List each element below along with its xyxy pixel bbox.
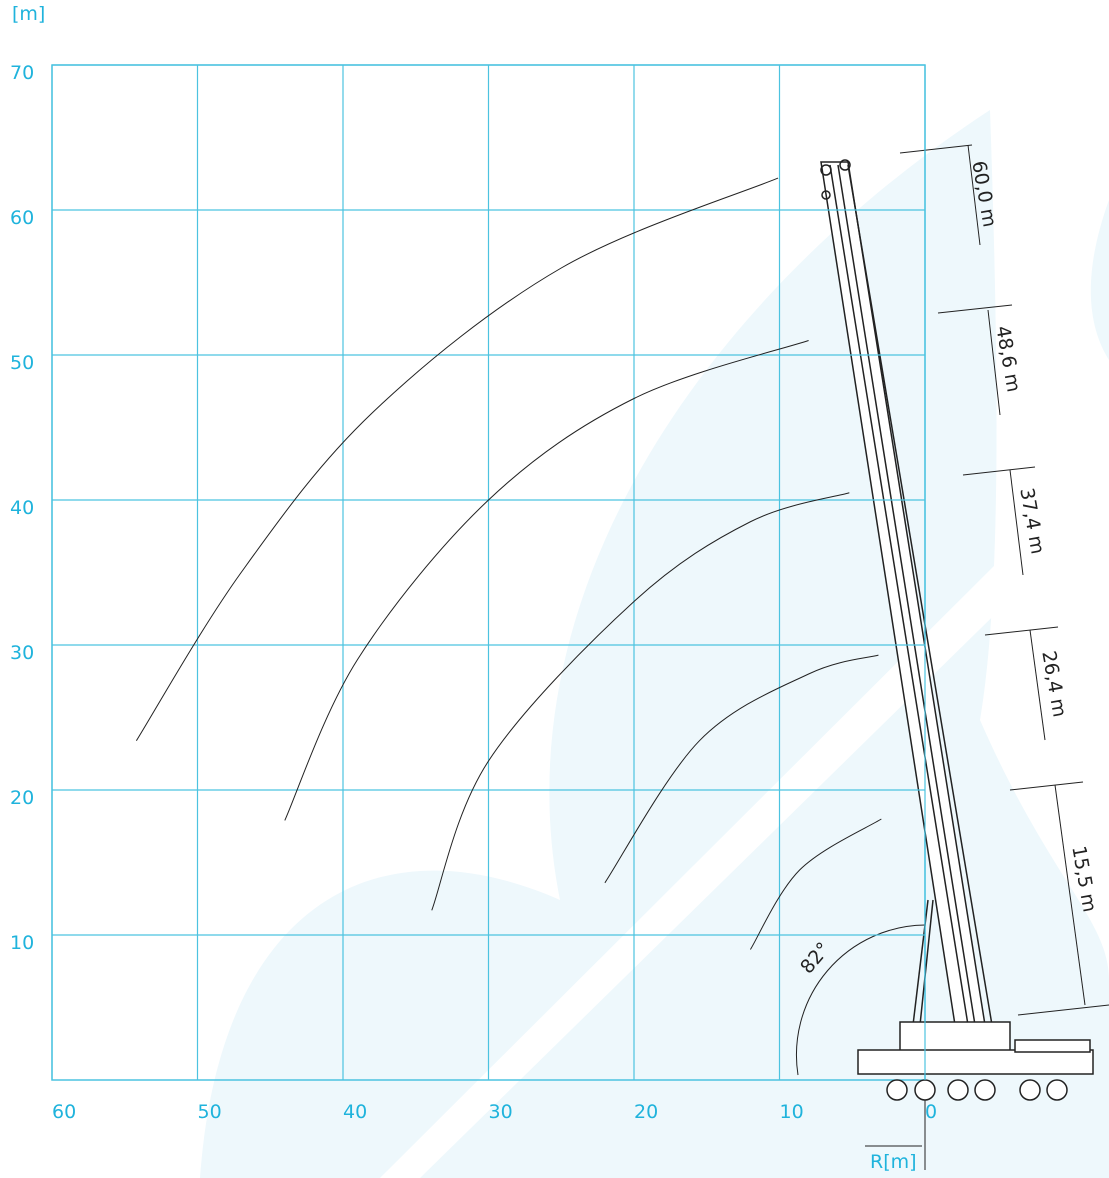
x-tick-label: 30 [489, 1101, 513, 1123]
x-tick-label: 50 [198, 1101, 222, 1123]
x-tick-label: 40 [343, 1101, 367, 1123]
y-tick-label: 60 [10, 207, 34, 229]
y-tick-label: 10 [10, 932, 34, 954]
range-curve [604, 654, 879, 884]
range-curve [284, 340, 809, 821]
annotation: 37,4 m [1015, 486, 1048, 556]
x-tick-label: 10 [780, 1101, 804, 1123]
y-tick-label: 30 [10, 642, 34, 664]
y-tick-label: 70 [10, 62, 34, 84]
y-axis-label: [m] [12, 3, 45, 25]
y-tick-label: 20 [10, 787, 34, 809]
x-tick-label: 60 [52, 1101, 76, 1123]
x-tick-label: 20 [634, 1101, 658, 1123]
range-curve [431, 492, 850, 911]
crane [820, 159, 1094, 1101]
x-axis-label: R[m] [870, 1151, 917, 1173]
range-curve [749, 818, 882, 950]
background-stripe [380, 560, 1030, 1178]
dimension-lines [795, 144, 1109, 1170]
x-tick-label: 0 [925, 1101, 937, 1123]
annotation: 26,4 m [1037, 649, 1070, 719]
range-curve [135, 177, 779, 741]
y-tick-label: 40 [10, 497, 34, 519]
y-tick-label: 50 [10, 352, 34, 374]
